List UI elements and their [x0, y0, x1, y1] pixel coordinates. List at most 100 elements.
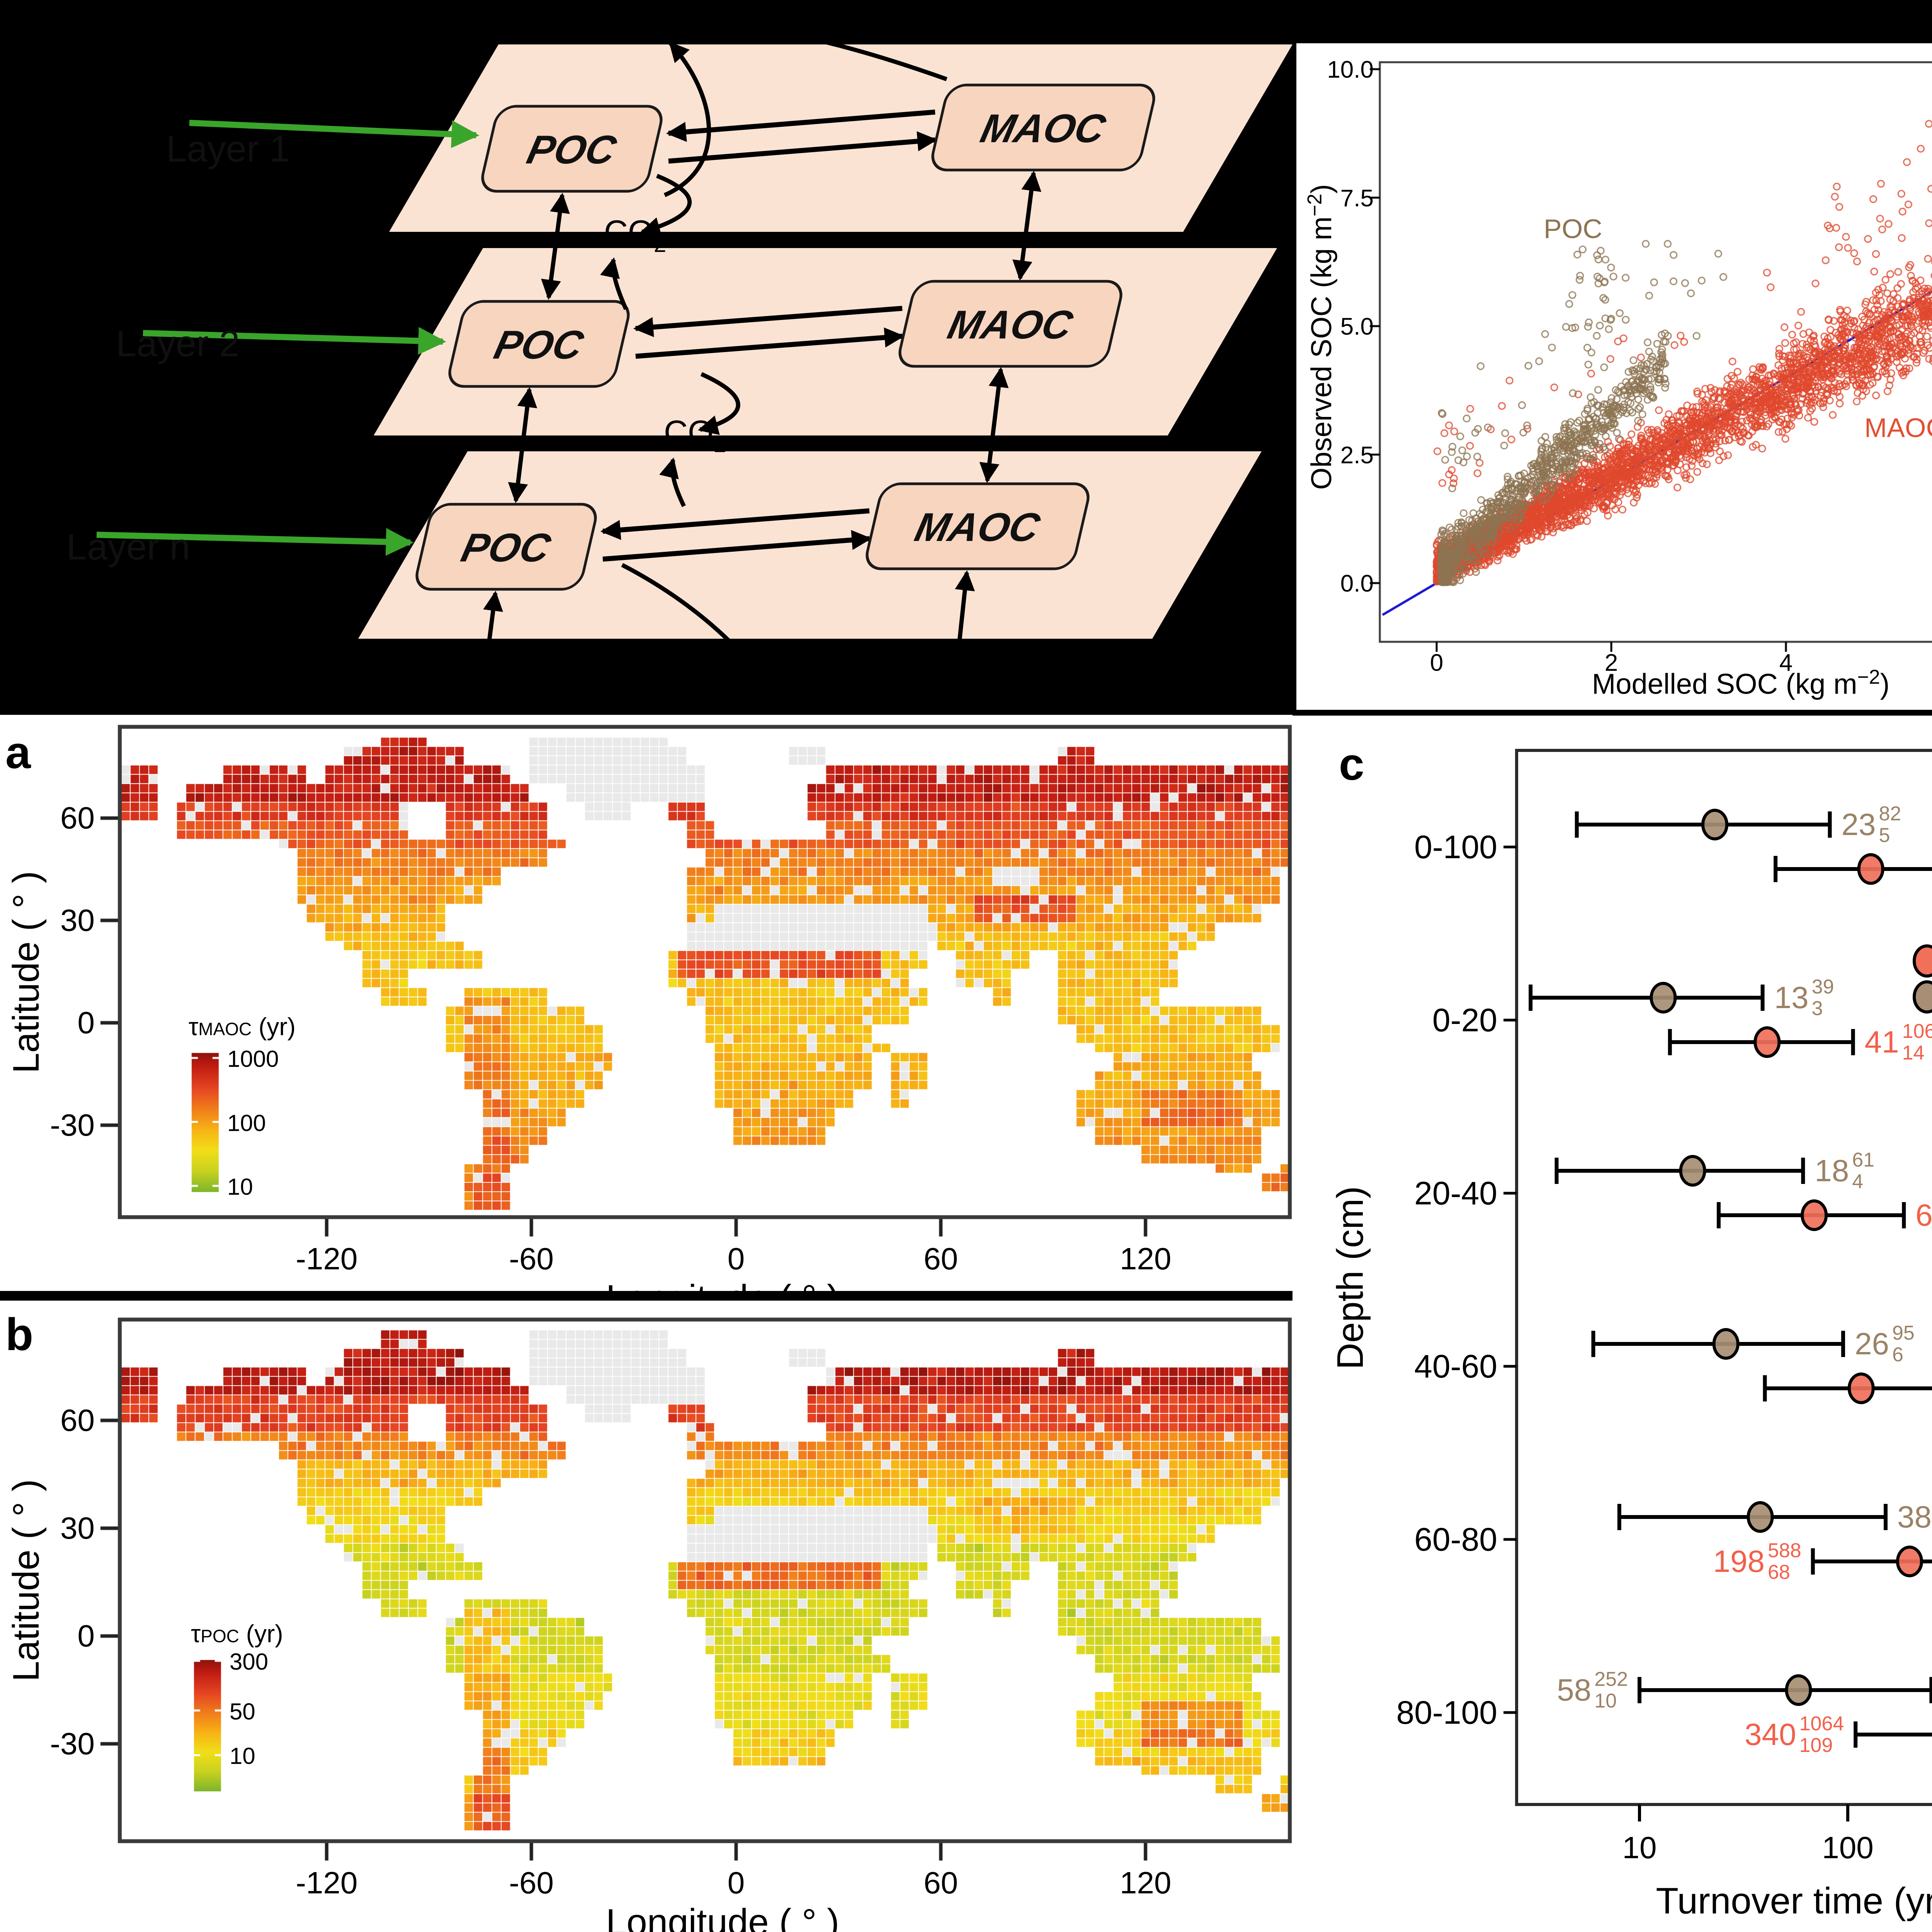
co2-label-2: CO2: [604, 214, 666, 257]
turnover-value-label-poc: 13 39 3: [1774, 976, 1834, 1020]
map-x-axis-title: Longitude ( ° ): [605, 1901, 840, 1932]
maoc-box-layer-2-label: MAOC: [944, 303, 1077, 347]
map-x-tick-label: -60: [509, 1242, 554, 1276]
panel-letter-c: c: [1339, 739, 1364, 790]
panel-c-x-tick-label: 100: [1822, 1830, 1874, 1865]
poc-point-60-80: [1747, 1501, 1774, 1533]
map-colorbar-title: τPOC (yr): [191, 1620, 283, 1648]
turnover-value-label-maoc: 41 106 14: [1864, 1020, 1932, 1064]
poc-point-20-40: [1679, 1155, 1706, 1187]
map-panel-tau-poc: b -120 -60 0 60 120 60 30 0 -30 Longitude ( ° ) Lat…: [0, 1301, 1293, 1932]
maoc-box-layer-1: MAOC: [931, 83, 1155, 172]
tau-maoc-map-canvas: [0, 715, 1293, 1291]
scatter-y-tick-label: 0.0: [1340, 570, 1374, 597]
map-y-tick-label: 60: [60, 1403, 95, 1437]
map-y-axis-title: Latitude ( ° ): [5, 1479, 47, 1682]
scatter-x-tick-label: 4: [1779, 650, 1793, 676]
tau-poc-map-canvas: [0, 1301, 1293, 1932]
scatter-x-tick-label: 0: [1430, 650, 1444, 676]
poc-box-layer-2: POC: [448, 300, 630, 388]
panel-letter-a: a: [5, 727, 31, 778]
turnover-value-label-maoc: 198 588 68: [1713, 1539, 1801, 1583]
scatter-x-tick-label: 2: [1604, 650, 1618, 676]
turnover-value-label-maoc: 6918624: [1915, 1198, 1932, 1232]
depth-tick-label: 20-40: [1414, 1175, 1497, 1211]
depth-tick-label: 0-100: [1414, 829, 1497, 865]
panel-c-x-tick-label: 10: [1622, 1830, 1657, 1865]
map-colorbar-title: τMAOC (yr): [189, 1013, 296, 1041]
map-colorbar-tick-label: 100: [227, 1110, 266, 1136]
map-colorbar-tick-label: 10: [230, 1743, 255, 1769]
poc-box-layer-1: POC: [481, 105, 663, 193]
legend-marker-POC: [1913, 980, 1932, 1014]
map-y-tick-label: 30: [60, 1511, 95, 1545]
scatter-y-tick-label: 7.5: [1340, 185, 1374, 212]
turnover-value-label-poc: 18 61 4: [1815, 1149, 1875, 1193]
panel-letter-b: b: [5, 1309, 34, 1360]
map-panel-tau-maoc: a -120 -60 0 60 120 60 30 0 -30 Longitude ( ° ) Lat…: [0, 715, 1293, 1319]
maoc-box-layer-3: MAOC: [866, 482, 1090, 570]
depth-tick-label: 60-80: [1414, 1521, 1497, 1558]
map-colorbar-tick-label: 1000: [227, 1046, 279, 1072]
scatter-poc-annotation: POC: [1544, 214, 1602, 244]
maoc-point-20-40: [1801, 1199, 1828, 1231]
poc-box-layer-3-label: POC: [457, 526, 555, 570]
map-y-tick-label: -30: [50, 1107, 95, 1142]
turnover-value-label-poc: 381528: [1897, 1500, 1932, 1534]
map-x-tick-label: -60: [509, 1866, 554, 1900]
maoc-box-layer-3-label: MAOC: [911, 505, 1044, 549]
depth-tick-label: 80-100: [1396, 1694, 1497, 1731]
turnover-value-label-poc: 23 82 5: [1841, 803, 1901, 847]
map-colorbar-tick-label: 300: [230, 1649, 269, 1675]
layer-label-3: Layer n: [66, 526, 190, 568]
legend-marker-MAOC: [1913, 944, 1932, 978]
depth-tick-label: 0-20: [1432, 1002, 1497, 1038]
turnover-value-label-poc: 26 95 6: [1854, 1322, 1915, 1366]
plant-input-arrow-layer-1: [189, 120, 480, 148]
co2-label-1: CO2: [639, 1, 702, 44]
layer-label-1: Layer 1: [166, 128, 290, 170]
depth-tick-label: 40-60: [1414, 1348, 1497, 1384]
map-x-tick-label: 0: [727, 1242, 745, 1276]
map-colorbar-tick-label: 10: [227, 1173, 253, 1200]
turnover-depth-plot: [1503, 749, 1932, 1821]
panel-c-frame: [1515, 749, 1932, 1806]
map-y-tick-label: 60: [60, 801, 95, 835]
layer-label-2: Layer 2: [116, 323, 240, 364]
map-x-tick-label: 0: [727, 1866, 745, 1900]
poc-point-0-100: [1701, 809, 1728, 840]
scatter-y-axis-title: Observed SOC (kg m−2): [1303, 184, 1338, 490]
turnover-value-label-poc: 58 252 10: [1557, 1668, 1628, 1712]
poc-point-40-60: [1712, 1328, 1740, 1360]
plant-input-arrow-layer-2: [143, 327, 446, 355]
maoc-point-60-80: [1896, 1546, 1923, 1577]
map-x-tick-label: 120: [1119, 1242, 1172, 1276]
map-x-tick-label: -120: [296, 1866, 358, 1900]
map-x-tick-label: -120: [296, 1242, 358, 1276]
turnover-value-label-maoc: 340 1064 109: [1745, 1713, 1844, 1757]
map-y-tick-label: 0: [77, 1619, 95, 1653]
maoc-point-0-20: [1753, 1026, 1781, 1058]
scatter-y-tick-label: 10.0: [1327, 56, 1374, 83]
map-x-tick-label: 120: [1119, 1866, 1172, 1900]
panel-c-y-axis-title: Depth (cm): [1330, 1186, 1371, 1370]
map-y-tick-label: -30: [50, 1726, 95, 1761]
scatter-y-tick-label: 2.5: [1340, 442, 1374, 469]
map-y-tick-label: 30: [60, 903, 95, 938]
poc-box-layer-1-label: POC: [523, 128, 621, 172]
plant-input-arrow-layer-3: [96, 528, 414, 556]
map-y-tick-label: 0: [77, 1005, 95, 1040]
turnover-depth-panel: 101001000Turnover time (yr)Depth (cm)c0-…: [1293, 716, 1932, 1932]
scatter-y-tick-label: 5.0: [1340, 313, 1374, 340]
scatter-maoc-annotation: MAOC: [1864, 413, 1932, 443]
poc-box-layer-3: POC: [415, 503, 597, 591]
scatter-plot-canvas: [1296, 43, 1932, 710]
maoc-point-0-100: [1857, 853, 1884, 885]
soil-carbon-diagram: POC MAOC POC MAOC POC MAOC CO2 CO2 CO2 Layer 1 Lay…: [66, 1, 1293, 702]
poc-point-0-20: [1650, 982, 1677, 1014]
poc-box-layer-2-label: POC: [490, 323, 588, 367]
co2-label-3: CO2: [664, 414, 726, 457]
maoc-point-40-60: [1847, 1372, 1875, 1404]
